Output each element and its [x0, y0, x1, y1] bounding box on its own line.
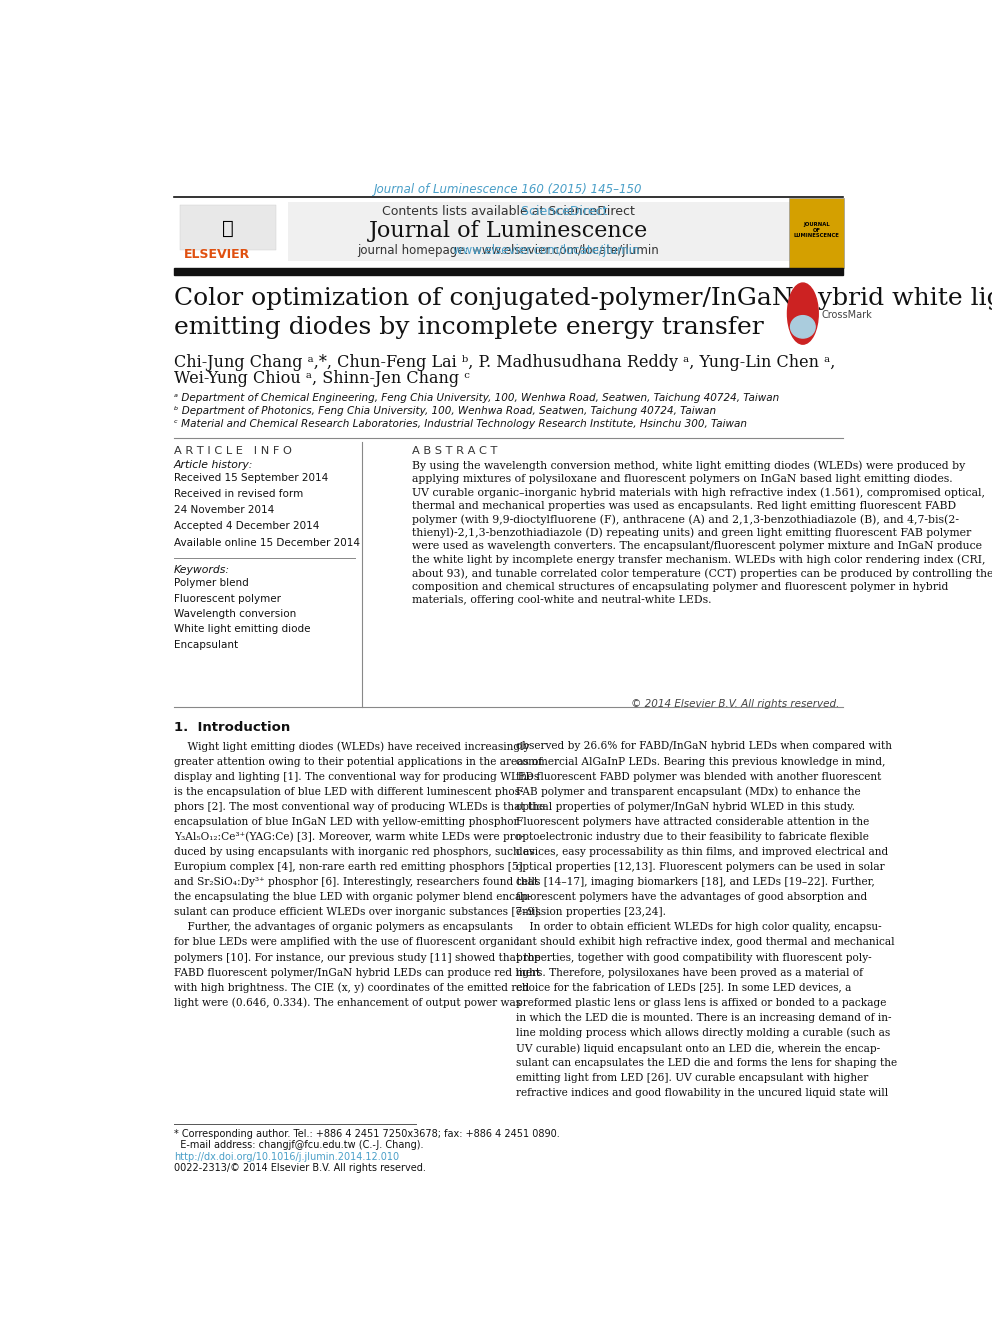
Text: phors [2]. The most conventional way of producing WLEDs is that the: phors [2]. The most conventional way of …: [174, 802, 545, 812]
Text: cells [14–17], imaging biomarkers [18], and LEDs [19–22]. Further,: cells [14–17], imaging biomarkers [18], …: [516, 877, 875, 888]
Text: optoelectronic industry due to their feasibility to fabricate flexible: optoelectronic industry due to their fea…: [516, 832, 869, 841]
FancyBboxPatch shape: [174, 198, 288, 267]
Ellipse shape: [791, 316, 815, 339]
Text: lant should exhibit high refractive index, good thermal and mechanical: lant should exhibit high refractive inde…: [516, 938, 895, 947]
Text: ᶜ Material and Chemical Research Laboratories, Industrial Technology Research In: ᶜ Material and Chemical Research Laborat…: [174, 418, 747, 429]
Text: and Sr₂SiO₄:Dy³⁺ phosphor [6]. Interestingly, researchers found that: and Sr₂SiO₄:Dy³⁺ phosphor [6]. Interesti…: [174, 877, 538, 888]
Text: 🌳: 🌳: [222, 218, 234, 238]
Text: Contents lists available at ScienceDirect: Contents lists available at ScienceDirec…: [382, 205, 635, 217]
Text: Accepted 4 December 2014: Accepted 4 December 2014: [174, 521, 319, 532]
Text: emitting light from LED [26]. UV curable encapsulant with higher: emitting light from LED [26]. UV curable…: [516, 1073, 868, 1084]
Text: E-mail address: changjf@fcu.edu.tw (C.-J. Chang).: E-mail address: changjf@fcu.edu.tw (C.-J…: [174, 1140, 424, 1150]
FancyBboxPatch shape: [181, 205, 276, 250]
Text: commercial AlGaInP LEDs. Bearing this previous knowledge in mind,: commercial AlGaInP LEDs. Bearing this pr…: [516, 757, 886, 766]
Text: 24 November 2014: 24 November 2014: [174, 505, 274, 515]
Text: FABD fluorescent polymer/InGaN hybrid LEDs can produce red light: FABD fluorescent polymer/InGaN hybrid LE…: [174, 967, 540, 978]
Text: line molding process which allows directly molding a curable (such as: line molding process which allows direct…: [516, 1028, 891, 1039]
Text: FAB polymer and transparent encapsulant (MDx) to enhance the: FAB polymer and transparent encapsulant …: [516, 787, 861, 798]
Text: preformed plastic lens or glass lens is affixed or bonded to a package: preformed plastic lens or glass lens is …: [516, 998, 887, 1008]
Text: 1.  Introduction: 1. Introduction: [174, 721, 291, 734]
Text: sulant can produce efficient WLEDs over inorganic substances [7–9].: sulant can produce efficient WLEDs over …: [174, 908, 542, 917]
Text: properties, together with good compatibility with fluorescent poly-: properties, together with good compatibi…: [516, 953, 872, 963]
Text: Further, the advantages of organic polymers as encapsulants: Further, the advantages of organic polym…: [174, 922, 513, 933]
Text: By using the wavelength conversion method, white light emitting diodes (WLEDs) w: By using the wavelength conversion metho…: [413, 460, 992, 605]
Text: In order to obtain efficient WLEDs for high color quality, encapsu-: In order to obtain efficient WLEDs for h…: [516, 922, 882, 933]
Text: Journal of Luminescence 160 (2015) 145–150: Journal of Luminescence 160 (2015) 145–1…: [374, 183, 643, 196]
Text: polymers [10]. For instance, our previous study [11] showed that the: polymers [10]. For instance, our previou…: [174, 953, 541, 963]
FancyBboxPatch shape: [789, 198, 844, 267]
Text: mers. Therefore, polysiloxanes have been proved as a material of: mers. Therefore, polysiloxanes have been…: [516, 967, 863, 978]
Text: Polymer blend: Polymer blend: [174, 578, 249, 589]
Text: greater attention owing to their potential applications in the areas of: greater attention owing to their potenti…: [174, 757, 543, 766]
Bar: [174, 267, 843, 275]
Text: optical properties [12,13]. Fluorescent polymers can be used in solar: optical properties [12,13]. Fluorescent …: [516, 863, 885, 872]
Text: Received in revised form: Received in revised form: [174, 488, 304, 499]
Text: Journal of Luminescence: Journal of Luminescence: [369, 220, 648, 242]
Text: Color optimization of conjugated-polymer/InGaN hybrid white light
emitting diode: Color optimization of conjugated-polymer…: [174, 287, 992, 340]
Text: 0022-2313/© 2014 Elsevier B.V. All rights reserved.: 0022-2313/© 2014 Elsevier B.V. All right…: [174, 1163, 426, 1174]
Text: © 2014 Elsevier B.V. All rights reserved.: © 2014 Elsevier B.V. All rights reserved…: [631, 699, 839, 709]
Text: the encapsulating the blue LED with organic polymer blend encap-: the encapsulating the blue LED with orga…: [174, 892, 532, 902]
Text: optical properties of polymer/InGaN hybrid WLED in this study.: optical properties of polymer/InGaN hybr…: [516, 802, 855, 812]
Text: White light emitting diode: White light emitting diode: [174, 624, 310, 634]
Text: Fluorescent polymers have attracted considerable attention in the: Fluorescent polymers have attracted cons…: [516, 816, 869, 827]
Text: is the encapsulation of blue LED with different luminescent phos-: is the encapsulation of blue LED with di…: [174, 787, 524, 796]
Text: JOURNAL
OF
LUMINESCENCE: JOURNAL OF LUMINESCENCE: [794, 222, 839, 238]
Text: Wei-Yung Chiou ᵃ, Shinn-Jen Chang ᶜ: Wei-Yung Chiou ᵃ, Shinn-Jen Chang ᶜ: [174, 369, 470, 386]
Text: choice for the fabrication of LEDs [25]. In some LED devices, a: choice for the fabrication of LEDs [25].…: [516, 983, 851, 992]
Text: Received 15 September 2014: Received 15 September 2014: [174, 472, 328, 483]
Text: emission properties [23,24].: emission properties [23,24].: [516, 908, 666, 917]
Text: Keywords:: Keywords:: [174, 565, 230, 576]
Text: the fluorescent FABD polymer was blended with another fluorescent: the fluorescent FABD polymer was blended…: [516, 771, 882, 782]
Text: UV curable) liquid encapsulant onto an LED die, wherein the encap-: UV curable) liquid encapsulant onto an L…: [516, 1043, 880, 1053]
Text: Chi-Jung Chang ᵃ,*, Chun-Feng Lai ᵇ, P. Madhusudhana Reddy ᵃ, Yung-Lin Chen ᵃ,: Chi-Jung Chang ᵃ,*, Chun-Feng Lai ᵇ, P. …: [174, 355, 835, 372]
Text: Fluorescent polymer: Fluorescent polymer: [174, 594, 281, 603]
Text: A B S T R A C T: A B S T R A C T: [413, 446, 498, 456]
Text: Wight light emitting diodes (WLEDs) have received increasingly: Wight light emitting diodes (WLEDs) have…: [174, 741, 530, 751]
Text: for blue LEDs were amplified with the use of fluorescent organic: for blue LEDs were amplified with the us…: [174, 938, 520, 947]
Text: encapsulation of blue InGaN LED with yellow-emitting phosphor: encapsulation of blue InGaN LED with yel…: [174, 816, 519, 827]
Text: www.elsevier.com/locate/jlumin: www.elsevier.com/locate/jlumin: [378, 245, 639, 258]
Text: Y₃Al₅O₁₂:Ce³⁺(YAG:Ce) [3]. Moreover, warm white LEDs were pro-: Y₃Al₅O₁₂:Ce³⁺(YAG:Ce) [3]. Moreover, war…: [174, 832, 525, 843]
Text: ELSEVIER: ELSEVIER: [184, 247, 250, 261]
Text: http://dx.doi.org/10.1016/j.jlumin.2014.12.010: http://dx.doi.org/10.1016/j.jlumin.2014.…: [174, 1152, 399, 1162]
Text: devices, easy processability as thin films, and improved electrical and: devices, easy processability as thin fil…: [516, 847, 889, 857]
Text: in which the LED die is mounted. There is an increasing demand of in-: in which the LED die is mounted. There i…: [516, 1013, 892, 1023]
Text: * Corresponding author. Tel.: +886 4 2451 7250x3678; fax: +886 4 2451 0890.: * Corresponding author. Tel.: +886 4 245…: [174, 1129, 559, 1139]
Text: Encapsulant: Encapsulant: [174, 639, 238, 650]
Text: journal homepage: www.elsevier.com/locate/jlumin: journal homepage: www.elsevier.com/locat…: [357, 245, 660, 258]
Text: duced by using encapsulants with inorganic red phosphors, such as: duced by using encapsulants with inorgan…: [174, 847, 535, 857]
Text: with high brightness. The CIE (x, y) coordinates of the emitted red: with high brightness. The CIE (x, y) coo…: [174, 983, 529, 994]
Text: Europium complex [4], non-rare earth red emitting phosphors [5]: Europium complex [4], non-rare earth red…: [174, 863, 523, 872]
Text: display and lighting [1]. The conventional way for producing WLEDs: display and lighting [1]. The convention…: [174, 771, 540, 782]
Text: ᵇ Department of Photonics, Feng Chia University, 100, Wenhwa Road, Seatwen, Taic: ᵇ Department of Photonics, Feng Chia Uni…: [174, 406, 716, 417]
Text: light were (0.646, 0.334). The enhancement of output power was: light were (0.646, 0.334). The enhanceme…: [174, 998, 521, 1008]
Text: refractive indices and good flowability in the uncured liquid state will: refractive indices and good flowability …: [516, 1089, 889, 1098]
FancyBboxPatch shape: [174, 201, 843, 261]
Text: ScienceDirect: ScienceDirect: [409, 205, 608, 217]
Text: Wavelength conversion: Wavelength conversion: [174, 609, 297, 619]
Ellipse shape: [788, 283, 818, 344]
Text: CrossMark: CrossMark: [821, 310, 872, 320]
Text: ᵃ Department of Chemical Engineering, Feng Chia University, 100, Wenhwa Road, Se: ᵃ Department of Chemical Engineering, Fe…: [174, 393, 780, 404]
Text: Available online 15 December 2014: Available online 15 December 2014: [174, 537, 360, 548]
Text: A R T I C L E   I N F O: A R T I C L E I N F O: [174, 446, 292, 456]
Text: sulant can encapsulates the LED die and forms the lens for shaping the: sulant can encapsulates the LED die and …: [516, 1058, 897, 1068]
Text: fluorescent polymers have the advantages of good absorption and: fluorescent polymers have the advantages…: [516, 892, 867, 902]
Text: observed by 26.6% for FABD/InGaN hybrid LEDs when compared with: observed by 26.6% for FABD/InGaN hybrid …: [516, 741, 892, 751]
Text: Article history:: Article history:: [174, 460, 253, 470]
